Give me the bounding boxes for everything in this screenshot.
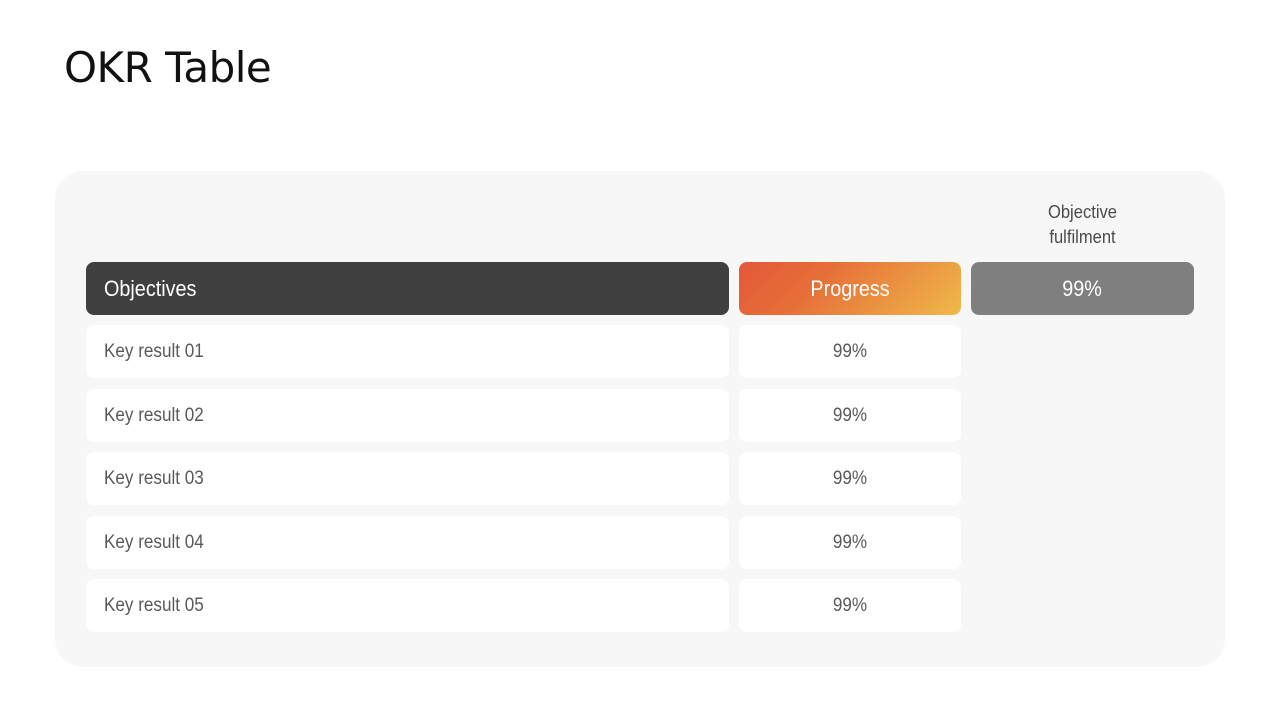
key-result-label: Key result 02 (86, 389, 729, 442)
key-result-label-text: Key result 01 (104, 340, 204, 362)
key-result-progress-text: 99% (832, 340, 868, 362)
key-result-progress: 99% (739, 389, 961, 442)
key-result-label: Key result 05 (86, 579, 729, 632)
key-result-progress-text: 99% (832, 467, 868, 489)
objectives-header: Objectives (86, 262, 729, 315)
key-result-progress: 99% (739, 325, 961, 378)
key-result-progress-text: 99% (832, 594, 868, 616)
page-title: OKR Table (64, 43, 272, 92)
objective-fulfilment-label-line2: fulfilment (1049, 227, 1116, 247)
key-result-label: Key result 03 (86, 452, 729, 505)
objective-fulfilment-value-text: 99% (1062, 275, 1103, 301)
objective-fulfilment-label: Objective fulfilment (980, 200, 1185, 250)
progress-header: Progress (739, 262, 961, 315)
key-result-progress-text: 99% (832, 531, 868, 553)
key-result-progress: 99% (739, 452, 961, 505)
objective-fulfilment-value: 99% (971, 262, 1194, 315)
key-result-label-text: Key result 04 (104, 531, 204, 553)
key-result-progress: 99% (739, 516, 961, 569)
key-result-label: Key result 04 (86, 516, 729, 569)
key-result-label: Key result 01 (86, 325, 729, 378)
key-result-label-text: Key result 03 (104, 467, 204, 489)
key-result-label-text: Key result 02 (104, 404, 204, 426)
objective-fulfilment-label-line1: Objective (1047, 202, 1118, 222)
progress-header-label: Progress (810, 275, 890, 301)
objectives-header-label: Objectives (104, 275, 197, 301)
key-result-label-text: Key result 05 (104, 594, 204, 616)
key-result-progress: 99% (739, 579, 961, 632)
key-result-progress-text: 99% (832, 404, 868, 426)
